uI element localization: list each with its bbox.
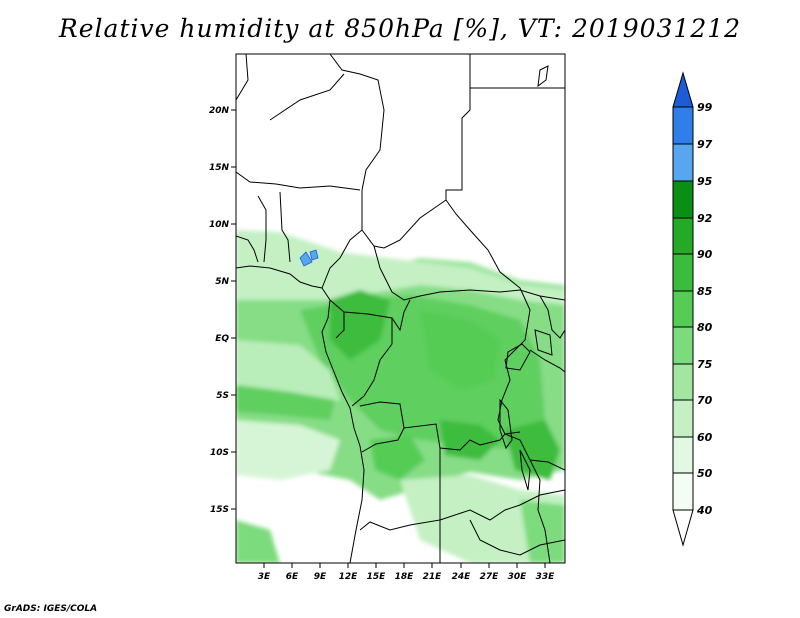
lon-label: 27E (480, 572, 500, 582)
colorbar-segment (672, 106, 694, 145)
lat-label: 15S (210, 505, 229, 515)
colorbar-segment (672, 253, 694, 292)
grads-credit: GrADS: IGES/COLA (4, 604, 98, 614)
colorbar-segment (672, 363, 694, 401)
colorbar: 99 97 95 92 90 85 80 75 70 60 50 40 (672, 71, 713, 547)
colorbar-label: 75 (697, 358, 713, 371)
humidity-field (236, 230, 565, 563)
colorbar-segment (672, 509, 694, 547)
lon-label: 6E (286, 572, 299, 582)
lon-label: 30E (508, 572, 528, 582)
lon-label: 21E (423, 572, 443, 582)
colorbar-label: 95 (697, 175, 713, 188)
colorbar-segment (672, 71, 694, 108)
colorbar-segment (672, 326, 694, 365)
country-borders (236, 54, 565, 563)
lon-label: 33E (536, 572, 556, 582)
colorbar-segment (672, 143, 694, 182)
colorbar-segment (672, 472, 694, 511)
lon-label: 18E (395, 572, 415, 582)
colorbar-segment (672, 436, 694, 474)
colorbar-segment (672, 217, 694, 255)
colorbar-label: 97 (697, 138, 713, 151)
colorbar-label: 50 (697, 467, 713, 480)
lat-label: 15N (209, 163, 230, 173)
lat-label: 5N (215, 277, 229, 287)
map-title: Relative humidity at 850hPa [%], VT: 201… (58, 14, 742, 43)
colorbar-segment (672, 180, 694, 219)
lat-label: 20N (209, 106, 230, 116)
colorbar-segment (672, 290, 694, 328)
lat-label: EQ (215, 334, 229, 344)
latitude-axis: 20N 15N 10N 5N EQ 5S 10S 15S (209, 106, 236, 515)
lon-label: 12E (339, 572, 359, 582)
lat-label: 5S (216, 391, 229, 401)
lon-label: 15E (367, 572, 387, 582)
colorbar-label: 90 (697, 248, 713, 261)
colorbar-label: 60 (697, 431, 713, 444)
colorbar-label: 85 (697, 285, 713, 298)
lon-label: 9E (314, 572, 327, 582)
colorbar-segment (672, 399, 694, 438)
colorbar-label: 40 (696, 504, 713, 517)
map-frame (235, 53, 566, 564)
colorbar-label: 99 (697, 101, 713, 114)
lat-label: 10S (210, 448, 229, 458)
colorbar-label: 92 (697, 212, 713, 225)
colorbar-label: 80 (697, 321, 713, 334)
colorbar-label: 70 (697, 394, 713, 407)
lon-label: 3E (258, 572, 271, 582)
lat-label: 10N (209, 220, 230, 230)
lon-label: 24E (452, 572, 472, 582)
longitude-axis: 3E 6E 9E 12E 15E 18E 21E 24E 27E 30E 33E (258, 563, 555, 582)
